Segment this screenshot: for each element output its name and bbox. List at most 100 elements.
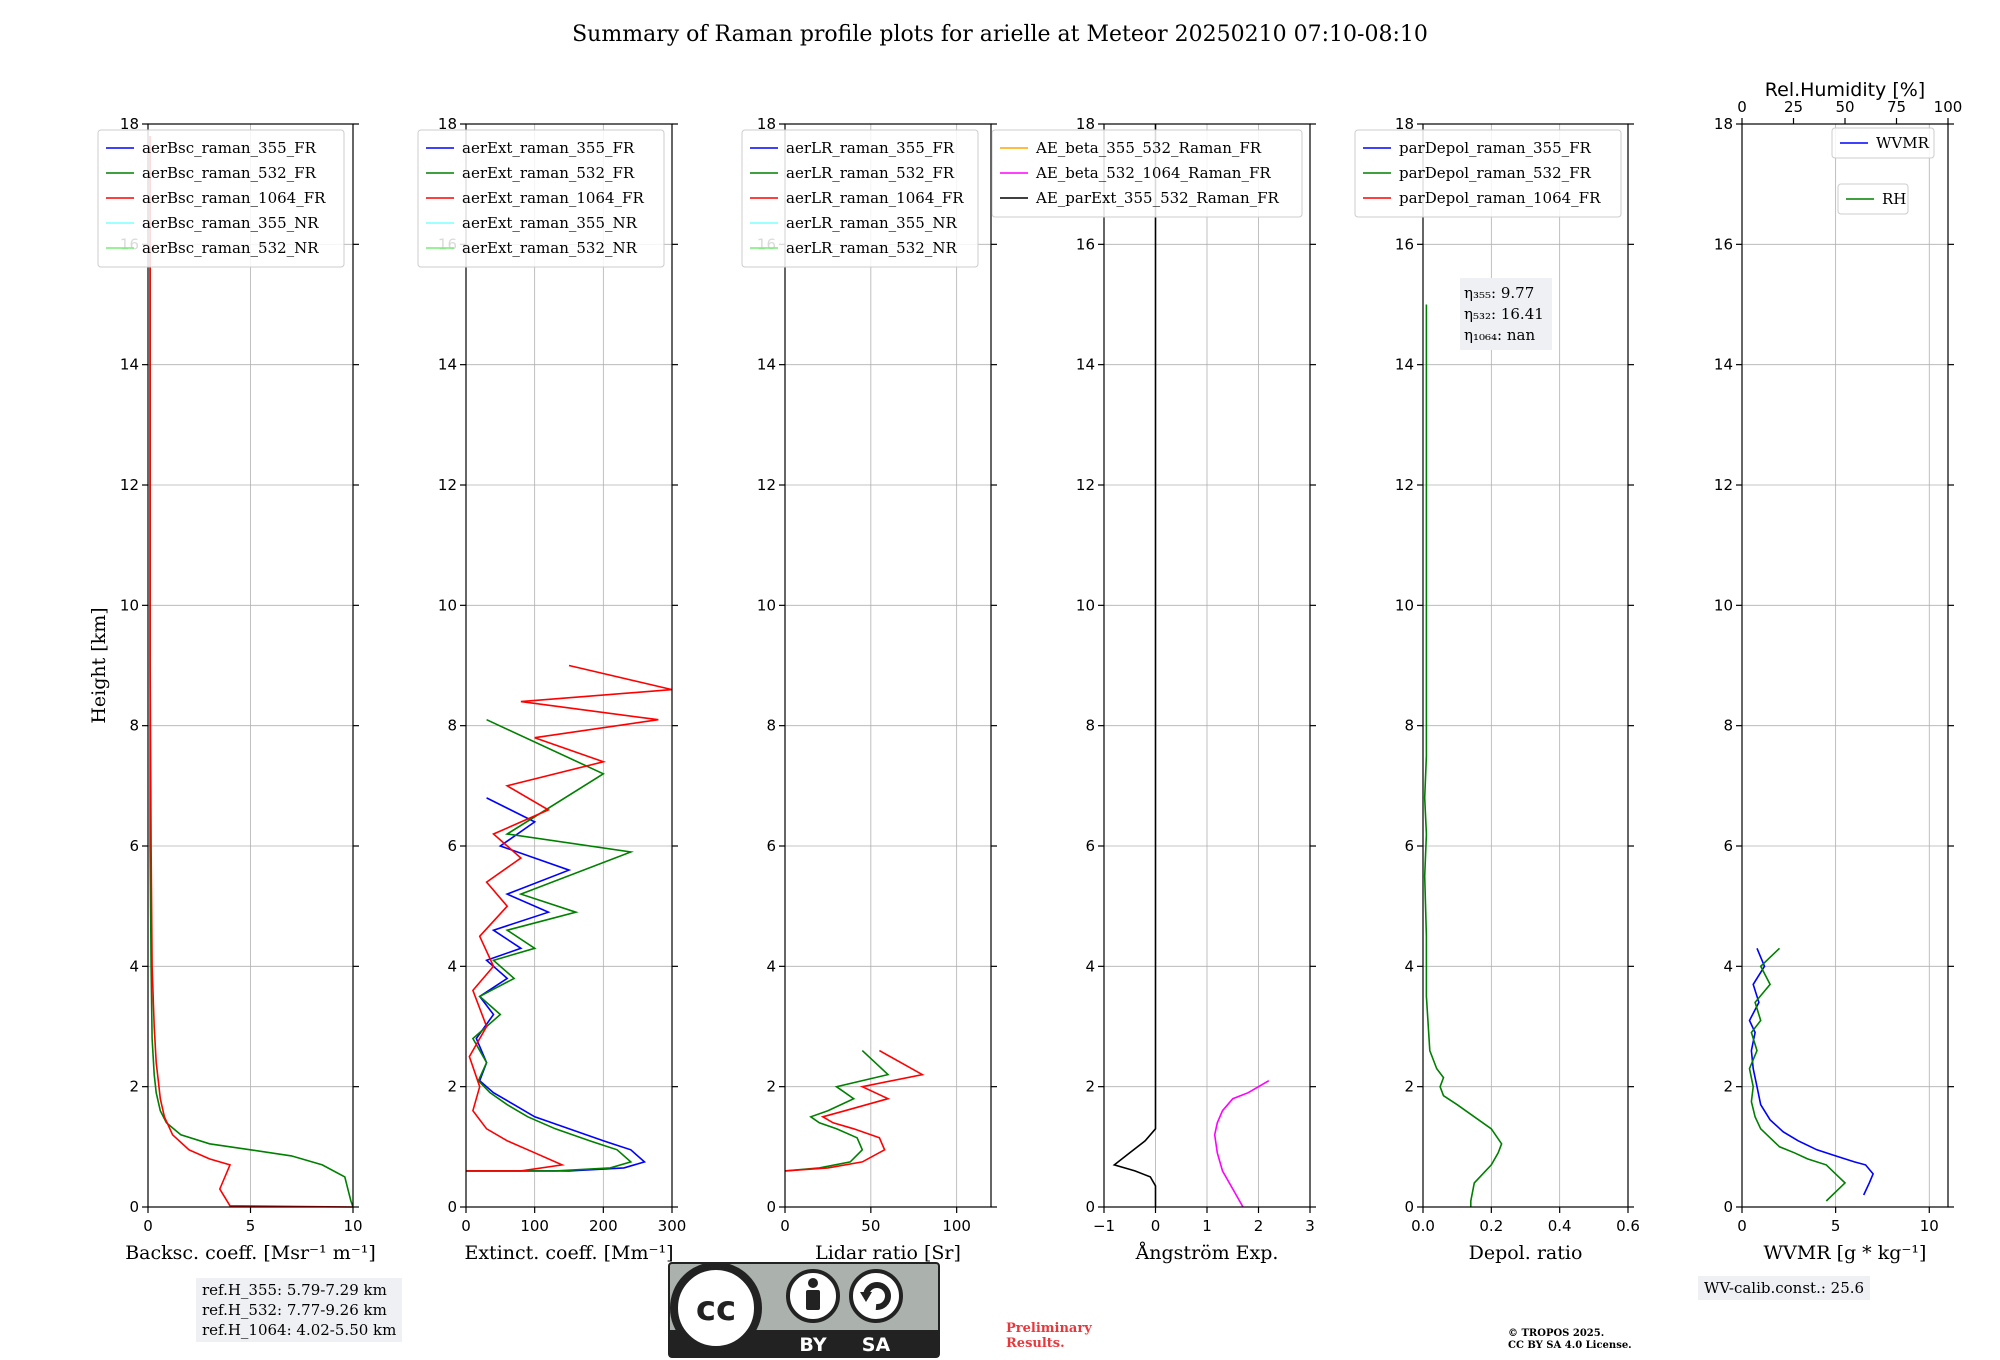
x-tick-label: 0.4	[1548, 1217, 1572, 1235]
eta-annotation-line: η₁₀₆₄: nan	[1464, 326, 1535, 344]
x-axis-label-wvmr: WVMR [g * kg⁻¹]	[1764, 1242, 1927, 1264]
series-line-aerBsc_raman_532_FR	[149, 136, 354, 1208]
series-line-aerExt_raman_355_FR	[466, 797, 647, 1172]
y-tick-label: 10	[1076, 596, 1095, 614]
top-x-tick-label: 75	[1887, 98, 1906, 116]
attribution-icon-head	[808, 1278, 818, 1288]
y-tick-label: 14	[1395, 356, 1414, 374]
y-tick-label: 14	[438, 356, 457, 374]
y-tick-label: 6	[1085, 837, 1095, 855]
y-tick-label: 18	[1714, 115, 1733, 133]
share-alike-icon-arrow	[860, 1292, 872, 1302]
preliminary-note: Preliminary Results.	[1006, 1321, 1092, 1351]
axes-frame-lidar_ratio	[784, 123, 992, 1208]
y-tick-label: 8	[447, 717, 457, 735]
y-tick-label: 8	[1404, 717, 1414, 735]
y-tick-label: 12	[757, 476, 776, 494]
y-tick-label: 12	[1395, 476, 1414, 494]
series-line-aerExt_raman_1064_FR	[466, 664, 673, 1172]
series-line-RH	[1748, 947, 1847, 1202]
cc-logo-text: cc	[696, 1289, 736, 1329]
x-tick-label: 50	[861, 1217, 880, 1235]
axes-frame-extinction	[465, 123, 673, 1208]
copyright-line-1: © TROPOS 2025.	[1508, 1328, 1605, 1339]
legend-box-WVMR	[1831, 127, 1935, 159]
legend-box-backscatter	[97, 129, 345, 268]
legend-label-aerLR_raman_1064_FR: aerLR_raman_1064_FR	[786, 189, 964, 207]
legend-label-aerExt_raman_355_NR: aerExt_raman_355_NR	[462, 214, 638, 232]
x-tick-label: 0.0	[1411, 1217, 1435, 1235]
y-tick-label: 14	[1076, 356, 1095, 374]
y-tick-label: 12	[120, 476, 139, 494]
ref-heights-box: ref.H_355: 5.79-7.29 km ref.H_532: 7.77-…	[196, 1278, 403, 1342]
eta-annotation-box	[1460, 278, 1552, 350]
y-tick-label: 8	[766, 717, 776, 735]
legend-label-parDepol_raman_532_FR: parDepol_raman_532_FR	[1399, 164, 1592, 182]
legend-label-aerExt_raman_532_FR: aerExt_raman_532_FR	[462, 164, 635, 182]
ref-height-1064: ref.H_1064: 4.02-5.50 km	[202, 1321, 397, 1339]
legend-box-angstrom	[991, 129, 1303, 218]
x-tick-label: 2	[1254, 1217, 1264, 1235]
by-label: BY	[799, 1334, 826, 1356]
y-tick-label: 16	[1395, 235, 1414, 253]
x-tick-label: 10	[1920, 1217, 1939, 1235]
copyright-line-2: CC BY SA 4.0 License.	[1508, 1340, 1632, 1351]
legend-box-lidar_ratio	[741, 129, 979, 268]
y-tick-label: 2	[129, 1078, 139, 1096]
y-tick-label: 18	[120, 115, 139, 133]
x-tick-label: 100	[942, 1217, 971, 1235]
y-tick-label: 12	[438, 476, 457, 494]
y-tick-label: 6	[1404, 837, 1414, 855]
y-tick-label: 10	[1395, 596, 1414, 614]
y-tick-label: 10	[757, 596, 776, 614]
axes-frame-wvmr	[1741, 123, 1949, 1208]
y-axis-label: Height [km]	[88, 607, 110, 723]
y-tick-label: 14	[1714, 356, 1733, 374]
y-tick-label: 6	[447, 837, 457, 855]
legend-label-RH: RH	[1882, 190, 1906, 208]
y-tick-label: 4	[1723, 957, 1733, 975]
series-line-aerLR_raman_1064_FR	[784, 1049, 925, 1172]
y-tick-label: 8	[129, 717, 139, 735]
y-tick-label: 4	[447, 957, 457, 975]
top-x-tick-label: 25	[1784, 98, 1803, 116]
top-x-tick-label: 0	[1737, 98, 1747, 116]
legend-box-extinction	[417, 129, 665, 268]
x-axis-label-backscatter: Backsc. coeff. [Msr⁻¹ m⁻¹]	[125, 1242, 376, 1264]
y-tick-label: 10	[438, 596, 457, 614]
y-tick-label: 10	[1714, 596, 1733, 614]
x-tick-label: 3	[1305, 1217, 1315, 1235]
axes-frame-depol	[1422, 123, 1629, 1208]
y-tick-label: 14	[757, 356, 776, 374]
legend-label-aerBsc_raman_355_NR: aerBsc_raman_355_NR	[142, 214, 319, 232]
preliminary-line-1: Preliminary	[1006, 1321, 1092, 1336]
legend-label-aerLR_raman_532_FR: aerLR_raman_532_FR	[786, 164, 955, 182]
x-tick-label: 0	[780, 1217, 790, 1235]
y-tick-label: 18	[1076, 115, 1095, 133]
legend-label-WVMR: WVMR	[1876, 134, 1930, 152]
y-tick-label: 18	[1395, 115, 1414, 133]
y-tick-label: 2	[1404, 1078, 1414, 1096]
y-tick-label: 10	[120, 596, 139, 614]
ref-height-355: ref.H_355: 5.79-7.29 km	[202, 1281, 387, 1299]
x-tick-label: 10	[343, 1217, 362, 1235]
legend-label-aerExt_raman_532_NR: aerExt_raman_532_NR	[462, 239, 638, 257]
x-tick-label: 100	[520, 1217, 549, 1235]
share-alike-icon-arc	[863, 1282, 891, 1311]
y-tick-label: 4	[766, 957, 776, 975]
x-tick-label: 300	[658, 1217, 687, 1235]
series-line-AE_parExt_355_532_Raman_FR	[1112, 124, 1157, 1207]
legend-label-parDepol_raman_1064_FR: parDepol_raman_1064_FR	[1399, 189, 1601, 207]
x-tick-label: 0	[143, 1217, 153, 1235]
y-tick-label: 18	[757, 115, 776, 133]
x-tick-label: 1	[1202, 1217, 1212, 1235]
attribution-icon-body	[806, 1290, 820, 1310]
legend-label-AE_parExt_355_532_Raman_FR: AE_parExt_355_532_Raman_FR	[1035, 189, 1280, 207]
y-tick-label: 16	[1076, 235, 1095, 253]
eta-annotation-line: η₃₅₅: 9.77	[1464, 284, 1534, 302]
y-tick-label: 8	[1085, 717, 1095, 735]
x-tick-label: 0	[1151, 1217, 1161, 1235]
y-tick-label: 12	[1076, 476, 1095, 494]
series-line-AE_beta_532_1064_Raman_FR	[1213, 1080, 1270, 1208]
